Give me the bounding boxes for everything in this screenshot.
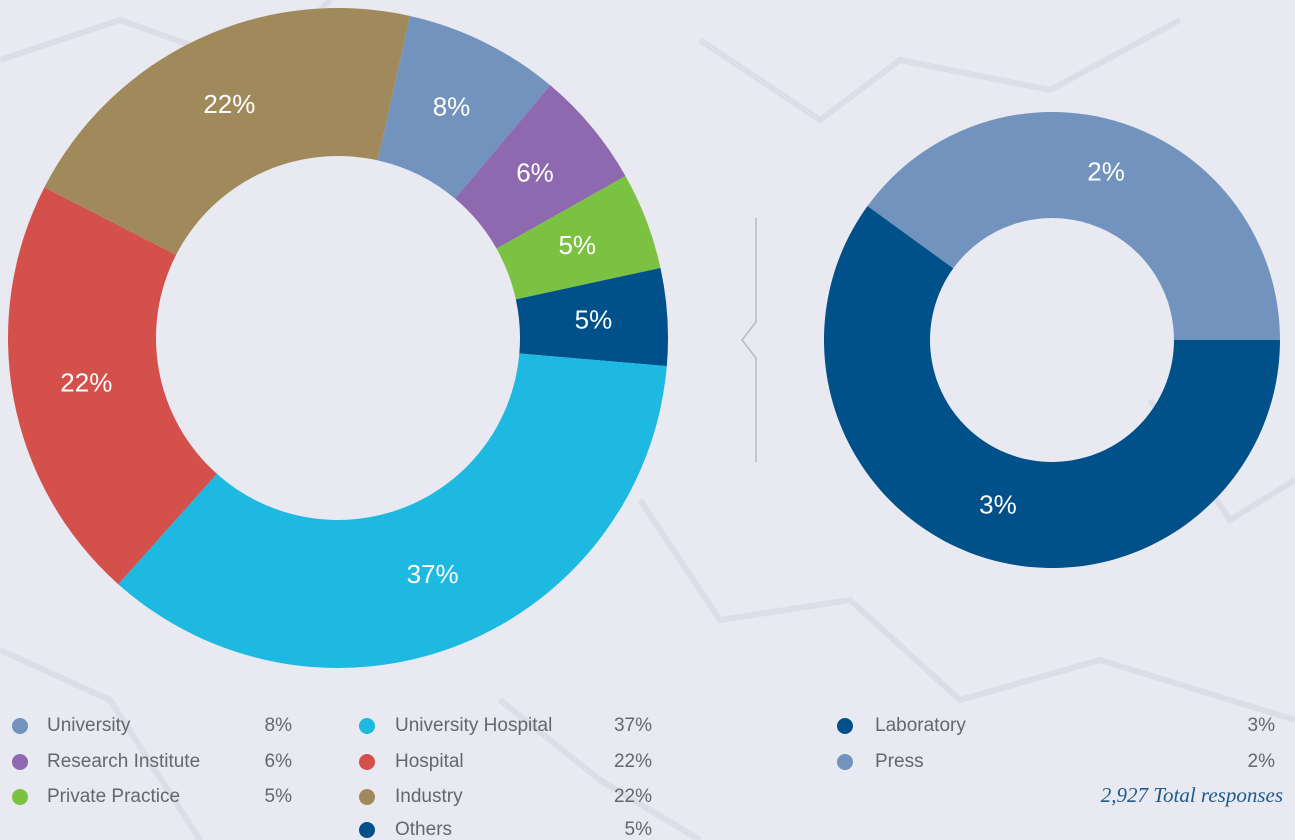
slice-label: 22%: [60, 368, 112, 398]
slice-label: 5%: [575, 304, 613, 334]
legend-label: Hospital: [395, 751, 464, 772]
legend-marker: [359, 718, 375, 734]
legend-marker: [359, 754, 375, 770]
legend-value: 2%: [1248, 751, 1276, 772]
legend-marker: [12, 718, 28, 734]
legend-label: Press: [875, 751, 924, 772]
legend-label: Laboratory: [875, 715, 966, 736]
legend-label: Industry: [395, 786, 463, 807]
donut-slice: [455, 85, 626, 249]
donut-slice: [377, 15, 551, 199]
legend-value: 6%: [265, 751, 293, 772]
donut-slice: [867, 112, 1280, 340]
slice-label: 5%: [558, 230, 596, 260]
slice-label: 3%: [979, 489, 1017, 519]
donut-slice: [515, 267, 668, 367]
legend-marker: [359, 822, 375, 838]
donut-slice: [44, 7, 410, 255]
legend-label: University Hospital: [395, 715, 552, 736]
legend-marker: [12, 789, 28, 805]
bracket: [741, 218, 757, 462]
slice-label: 22%: [203, 89, 255, 119]
donut-slice: [496, 176, 661, 300]
legend-label: Others: [395, 819, 452, 840]
donut-slice: [7, 187, 217, 585]
total-note: 2,927 Total responses: [1101, 783, 1283, 807]
legend-value: 22%: [614, 751, 652, 772]
legend-marker: [837, 754, 853, 770]
legend-value: 37%: [614, 715, 652, 736]
legend-marker: [837, 718, 853, 734]
legend-label: University: [47, 715, 131, 736]
legend-value: 5%: [265, 786, 293, 807]
legend-value: 22%: [614, 786, 652, 807]
slice-label: 6%: [516, 157, 554, 187]
legend-marker: [12, 754, 28, 770]
legend-marker: [359, 789, 375, 805]
donut-slice: [823, 205, 1280, 569]
legend-value: 8%: [265, 715, 293, 736]
legend-label: Private Practice: [47, 786, 180, 807]
slice-label: 2%: [1087, 156, 1125, 186]
legend-value: 5%: [625, 819, 653, 840]
legend-value: 3%: [1248, 715, 1276, 736]
slice-label: 8%: [433, 91, 471, 121]
legend-label: Research Institute: [47, 751, 200, 772]
donut-slice: [118, 353, 667, 668]
slice-label: 37%: [407, 559, 459, 589]
